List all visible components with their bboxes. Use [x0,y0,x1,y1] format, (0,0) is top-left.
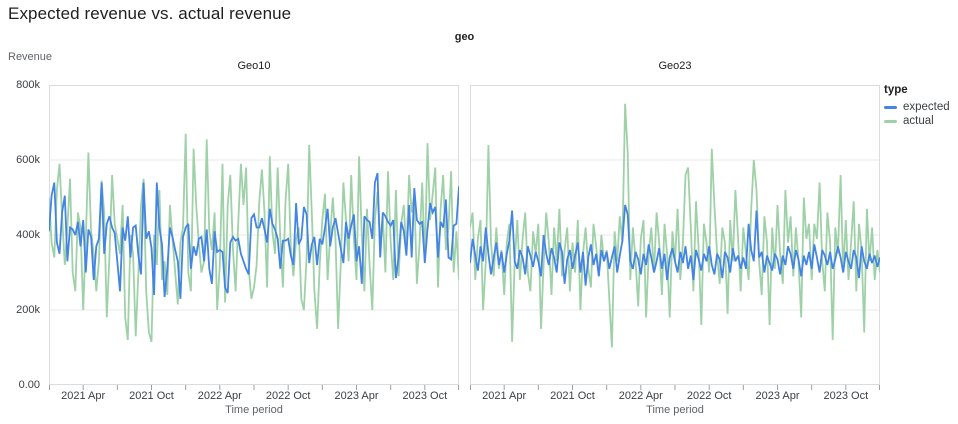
x-tick-label: 2021 Oct [129,390,174,402]
x-tick-label: 2021 Apr [482,390,527,402]
x-tick-label: 2022 Apr [197,390,242,402]
legend-item-actual[interactable]: actual [884,114,950,128]
actual-line-swatch-icon [884,119,897,123]
facet-field-label: geo [454,31,475,43]
legend-item-label: expected [903,101,950,113]
x-axis-geo23: 2021 Apr 2021 Oct 2022 Apr 2022 Oct 2023… [470,390,880,403]
expected-line-swatch-icon [884,105,897,109]
y-tick-label: 600k [16,154,40,166]
line-plot-geo23[interactable] [469,85,881,391]
x-tick-label: 2021 Oct [550,390,595,402]
line-plot-geo10[interactable] [48,85,460,391]
y-tick-label: 400k [16,229,40,241]
x-tick-label: 2021 Apr [61,390,106,402]
x-tick-label: 2022 Oct [265,390,311,402]
legend-item-expected[interactable]: expected [884,100,950,114]
legend-title: type [884,84,908,96]
x-axis-title-geo10: Time period [225,404,283,416]
y-tick-label: 200k [16,304,40,316]
y-axis-title: Revenue [8,51,53,63]
x-axis-title-geo23: Time period [646,404,704,416]
y-tick-label: 800k [16,79,40,91]
x-tick-label: 2023 Oct [402,390,448,402]
y-tick-label: 0.00 [18,379,40,391]
facet-title-geo23: Geo23 [658,60,692,72]
x-tick-label: 2023 Apr [755,390,800,402]
facet-title-geo10: Geo10 [237,60,271,72]
x-tick-label: 2023 Apr [334,390,379,402]
y-axis: 800k 600k 400k 200k 0.00 [0,0,42,424]
x-tick-label: 2023 Oct [823,390,869,402]
x-tick-label: 2022 Apr [618,390,663,402]
page-title: Expected revenue vs. actual revenue [8,4,292,23]
legend: type expected actual [884,84,950,128]
x-axis-geo10: 2021 Apr 2021 Oct 2022 Apr 2022 Oct 2023… [49,390,459,403]
legend-item-label: actual [903,115,934,127]
x-tick-label: 2022 Oct [686,390,732,402]
